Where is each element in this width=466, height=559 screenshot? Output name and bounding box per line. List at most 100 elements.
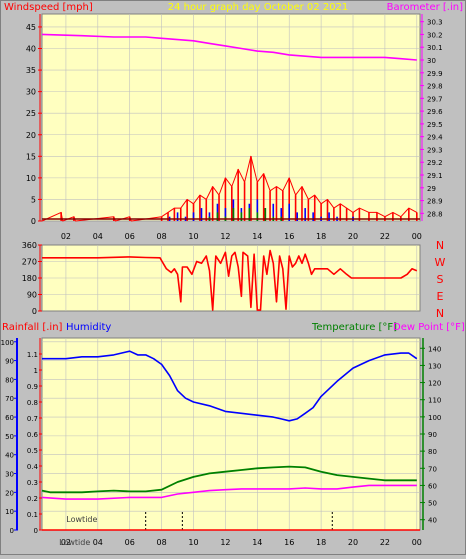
y-left-tick-label: 0 — [31, 217, 36, 226]
humidity-tick-label: 40 — [5, 452, 14, 460]
humidity-tick-label: 0 — [10, 527, 14, 535]
temperature-tick-label: 130 — [428, 362, 441, 370]
y-right-tick-label: 30 — [427, 57, 436, 65]
y-left-tick-label: 25 — [26, 109, 36, 118]
temperature-line — [41, 465, 417, 494]
humidity-tick-label: 70 — [5, 395, 14, 403]
dewpoint-line — [41, 484, 417, 500]
y-right-tick-label: 29.4 — [427, 134, 443, 142]
x-tick-label: 02 — [61, 538, 71, 547]
temperature-tick-label: 90 — [428, 431, 437, 439]
y-right-tick-label: 29.5 — [427, 121, 443, 129]
direction-tick-label: 270 — [22, 258, 37, 267]
y-left-tick-label: 20 — [26, 131, 36, 140]
windspeed-label: Windspeed [mph] — [4, 2, 93, 13]
y-right-tick-label: 30.3 — [427, 19, 443, 27]
y-right-tick-label: 29.3 — [427, 146, 443, 154]
humidity-line — [42, 350, 418, 422]
y-left-tick-label: 45 — [26, 23, 36, 32]
x-tick-label: 20 — [348, 232, 358, 241]
x-tick-label: 18 — [316, 538, 326, 547]
x-tick-label: 10 — [188, 232, 198, 241]
rain-tick-label: 0.6 — [27, 431, 39, 439]
dewpoint-label: Dew Point [°F] — [393, 322, 465, 333]
direction-tick-label: 0 — [32, 307, 37, 316]
temperature-tick-label: 60 — [428, 482, 437, 490]
compass-label: E — [437, 290, 444, 303]
temperature-tick-label: 50 — [428, 500, 437, 508]
direction-tick-label: 90 — [27, 291, 37, 300]
y-right-tick-label: 29.6 — [427, 108, 443, 116]
rainfall-label: Rainfall [.in] — [2, 322, 63, 333]
temperature-tick-label: 100 — [428, 414, 441, 422]
y-left-tick-label: 40 — [26, 45, 36, 54]
humidity-tick-label: 60 — [5, 414, 14, 422]
y-right-tick-label: 29.7 — [427, 95, 443, 103]
rain-tick-label: 0.9 — [27, 383, 38, 391]
barometer-line — [41, 33, 417, 61]
temperature-tick-label: 120 — [428, 380, 441, 388]
y-right-tick-label: 30.1 — [427, 44, 443, 52]
y-left-tick-label: 15 — [26, 152, 36, 161]
humidity-tick-label: 80 — [5, 376, 14, 384]
y-left-tick-label: 35 — [26, 66, 36, 75]
temperature-tick-label: 40 — [428, 517, 437, 525]
rain-tick-label: 0.2 — [27, 495, 38, 503]
x-tick-label: 06 — [125, 232, 135, 241]
x-tick-label: 08 — [157, 538, 167, 547]
rain-tick-label: 0.7 — [27, 415, 38, 423]
x-tick-label: 12 — [220, 538, 230, 547]
x-tick-label: 04 — [93, 538, 103, 547]
x-tick-label: 02 — [61, 232, 71, 241]
x-tick-label: 00 — [412, 232, 422, 241]
wind-gust-line — [41, 155, 418, 222]
humidity-tick-label: 20 — [5, 489, 14, 497]
humidity-tick-label: 100 — [1, 339, 14, 347]
humidity-tick-label: 30 — [5, 471, 14, 479]
humidity-tick-label: 50 — [5, 433, 14, 441]
x-tick-label: 20 — [348, 538, 358, 547]
x-tick-label: 12 — [220, 232, 230, 241]
compass-label: N — [436, 307, 444, 320]
barometer-label: Barometer [.in] — [387, 2, 463, 13]
x-tick-label: 16 — [284, 538, 294, 547]
tide-label: Lowtide — [66, 515, 97, 524]
temperature-plot-area — [41, 337, 421, 531]
tide-bottom-label: Lowtide — [59, 538, 90, 547]
x-tick-label: 14 — [252, 538, 262, 547]
y-left-tick-label: 30 — [26, 88, 36, 97]
compass-label: N — [436, 239, 444, 252]
y-left-tick-label: 10 — [26, 174, 36, 183]
rain-tick-label: 1 — [34, 367, 38, 375]
humidity-tick-label: 10 — [5, 508, 14, 516]
rain-tick-label: 0 — [34, 527, 38, 535]
humidity-tick-label: 90 — [5, 358, 14, 366]
x-tick-label: 00 — [412, 538, 422, 547]
temperature-tick-label: 80 — [428, 448, 437, 456]
x-tick-label: 08 — [157, 232, 167, 241]
x-tick-label: 18 — [316, 232, 326, 241]
temperature-label: Temperature [°F] — [311, 322, 397, 333]
y-right-tick-label: 29.1 — [427, 172, 443, 180]
wind-direction-line — [42, 249, 418, 311]
temperature-tick-label: 70 — [428, 465, 437, 473]
x-tick-label: 04 — [93, 232, 103, 241]
rain-tick-label: 0.1 — [27, 511, 38, 519]
x-tick-label: 06 — [125, 538, 135, 547]
x-tick-label: 22 — [380, 232, 390, 241]
y-right-tick-label: 29.9 — [427, 70, 443, 78]
temperature-tick-label: 140 — [428, 345, 441, 353]
y-right-tick-label: 29 — [427, 185, 436, 193]
rain-tick-label: 0.4 — [27, 463, 39, 471]
temperature-tick-label: 110 — [428, 397, 441, 405]
direction-tick-label: 180 — [22, 274, 37, 283]
y-right-tick-label: 29.8 — [427, 83, 443, 91]
x-tick-label: 10 — [188, 538, 198, 547]
humidity-label: Humidity — [66, 322, 111, 333]
rain-tick-label: 0.3 — [27, 479, 38, 487]
y-right-tick-label: 28.8 — [427, 210, 443, 218]
y-left-tick-label: 5 — [31, 195, 36, 204]
compass-label: S — [437, 273, 444, 286]
